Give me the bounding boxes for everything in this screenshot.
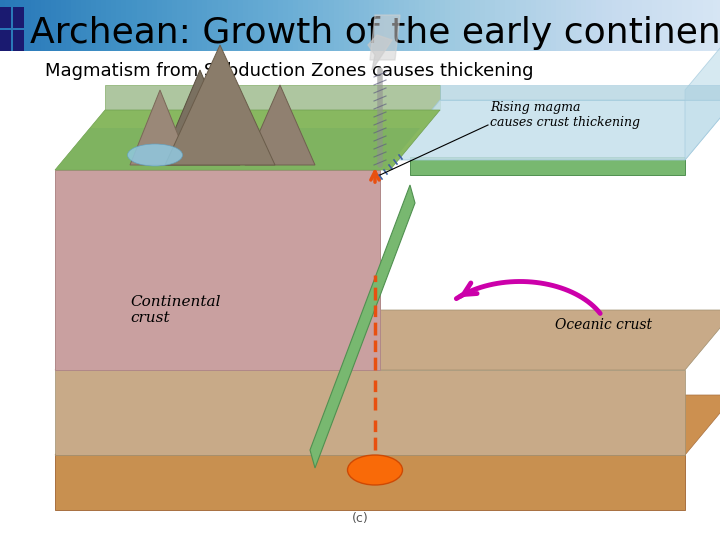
Text: Magmatism from Subduction Zones causes thickening: Magmatism from Subduction Zones causes t… [45, 62, 534, 80]
Polygon shape [55, 455, 685, 510]
Polygon shape [390, 100, 720, 160]
Polygon shape [310, 185, 415, 468]
Polygon shape [55, 310, 720, 370]
Text: Rising magma
causes crust thickening: Rising magma causes crust thickening [490, 101, 640, 129]
Polygon shape [685, 30, 720, 160]
Ellipse shape [348, 455, 402, 485]
Ellipse shape [127, 144, 182, 166]
Polygon shape [105, 85, 440, 110]
Polygon shape [368, 35, 392, 70]
Polygon shape [160, 70, 240, 165]
Polygon shape [55, 128, 420, 170]
Text: Archean: Growth of the early continents: Archean: Growth of the early continents [30, 16, 720, 50]
Text: (c): (c) [351, 512, 369, 525]
Text: Continental
crust: Continental crust [130, 295, 220, 325]
Polygon shape [55, 370, 685, 455]
Polygon shape [165, 45, 275, 165]
Polygon shape [55, 110, 440, 170]
Polygon shape [130, 90, 190, 165]
Polygon shape [245, 85, 315, 165]
Bar [13, 30, 24, 51]
Polygon shape [55, 395, 720, 455]
Bar [0, 6, 11, 28]
Text: Oceanic crust: Oceanic crust [555, 318, 652, 332]
Polygon shape [440, 85, 720, 100]
Polygon shape [370, 15, 400, 60]
Polygon shape [410, 157, 685, 175]
Polygon shape [55, 170, 380, 370]
Bar [0, 30, 11, 51]
Bar [13, 6, 24, 28]
